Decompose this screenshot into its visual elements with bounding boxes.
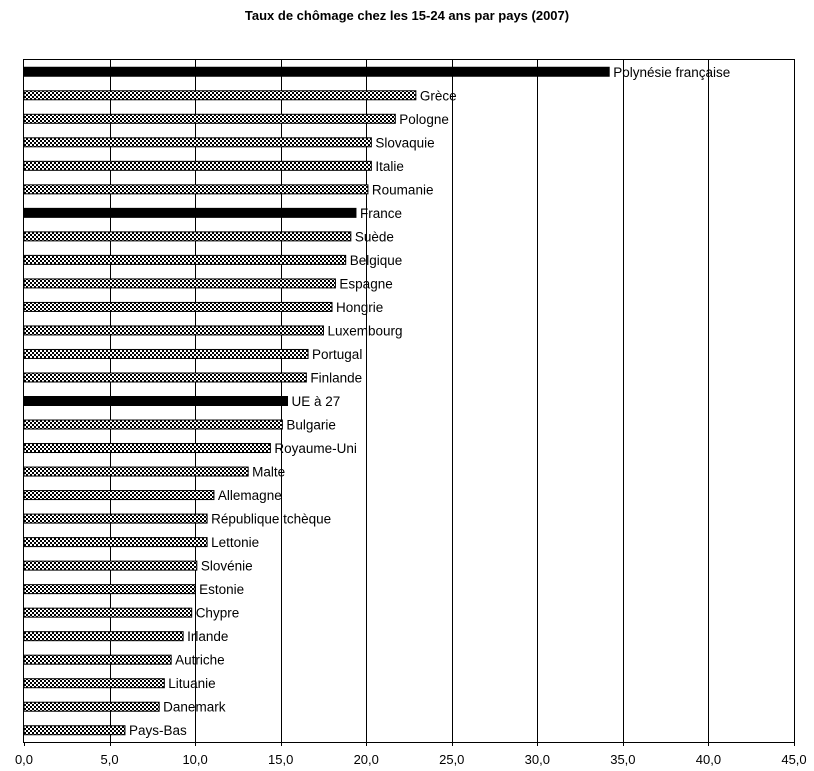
category-label: Allemagne — [218, 488, 282, 503]
bar — [23, 231, 352, 242]
x-axis-ticks: 0,0 5,0 10,0 15,0 20,0 25,0 30,0 35,0 40,0 45,0 — [15, 742, 807, 767]
bar — [23, 537, 208, 548]
bar — [23, 678, 165, 689]
bar — [23, 137, 372, 148]
category-label: Bulgarie — [286, 418, 336, 433]
category-label: Portugal — [312, 347, 362, 362]
bars — [23, 66, 610, 736]
category-labels: Polynésie française Grèce Pologne Slovaquie… — [129, 65, 730, 738]
bar — [23, 207, 357, 218]
bar — [23, 513, 208, 524]
category-label: UE à 27 — [292, 394, 341, 409]
bar — [23, 396, 289, 406]
x-tick-label: 20,0 — [354, 752, 379, 767]
category-label: Slovénie — [201, 559, 253, 574]
chart-title: Taux de chômage chez les 15-24 ans par p… — [244, 8, 570, 23]
category-label: Chypre — [196, 606, 240, 621]
category-label: Pays-Bas — [129, 723, 187, 738]
category-label: Irlande — [187, 629, 228, 644]
category-label: République tchèque — [211, 512, 331, 527]
bar — [23, 301, 333, 312]
bar — [23, 325, 324, 336]
category-label: Malte — [252, 465, 285, 480]
x-tick-label: 15,0 — [268, 752, 293, 767]
bar — [23, 631, 184, 642]
category-label: Belgique — [350, 253, 403, 268]
bar — [23, 725, 126, 736]
bar — [23, 654, 172, 665]
bar — [23, 560, 198, 571]
bar — [23, 490, 215, 501]
x-tick-label: 25,0 — [439, 752, 464, 767]
bar — [23, 701, 160, 712]
bar — [23, 372, 307, 383]
bar — [23, 90, 417, 101]
bar — [23, 113, 396, 124]
category-label: Luxembourg — [327, 323, 402, 338]
x-tick-label: 10,0 — [182, 752, 207, 767]
category-label: Autriche — [175, 653, 225, 668]
x-tick-label: 30,0 — [525, 752, 550, 767]
x-tick-label: 35,0 — [610, 752, 635, 767]
bar — [23, 66, 610, 77]
x-tick-label: 45,0 — [781, 752, 806, 767]
category-label: Royaume-Uni — [274, 441, 357, 456]
x-tick-label: 0,0 — [15, 752, 33, 767]
category-label: Lettonie — [211, 535, 259, 550]
category-label: Hongrie — [336, 300, 383, 315]
bar — [23, 584, 196, 595]
bar — [23, 443, 271, 454]
bar — [23, 348, 309, 359]
bar — [23, 278, 336, 289]
category-label: Slovaquie — [375, 135, 434, 150]
bar — [23, 160, 372, 171]
bar — [23, 184, 369, 195]
x-tick-label: 5,0 — [101, 752, 119, 767]
category-label: Espagne — [339, 276, 392, 291]
category-label: Suède — [355, 229, 394, 244]
bar — [23, 607, 193, 618]
category-label: France — [360, 206, 402, 221]
category-label: Grèce — [420, 88, 457, 103]
category-label: Polynésie française — [613, 65, 730, 80]
category-label: Finlande — [310, 370, 362, 385]
bar — [23, 254, 347, 265]
bar — [23, 466, 249, 477]
x-tick-label: 40,0 — [696, 752, 721, 767]
category-label: Estonie — [199, 582, 244, 597]
category-label: Danemark — [163, 700, 226, 715]
category-label: Pologne — [399, 112, 449, 127]
bar — [23, 419, 283, 430]
category-label: Roumanie — [372, 182, 434, 197]
category-label: Italie — [375, 159, 404, 174]
category-label: Lituanie — [168, 676, 215, 691]
